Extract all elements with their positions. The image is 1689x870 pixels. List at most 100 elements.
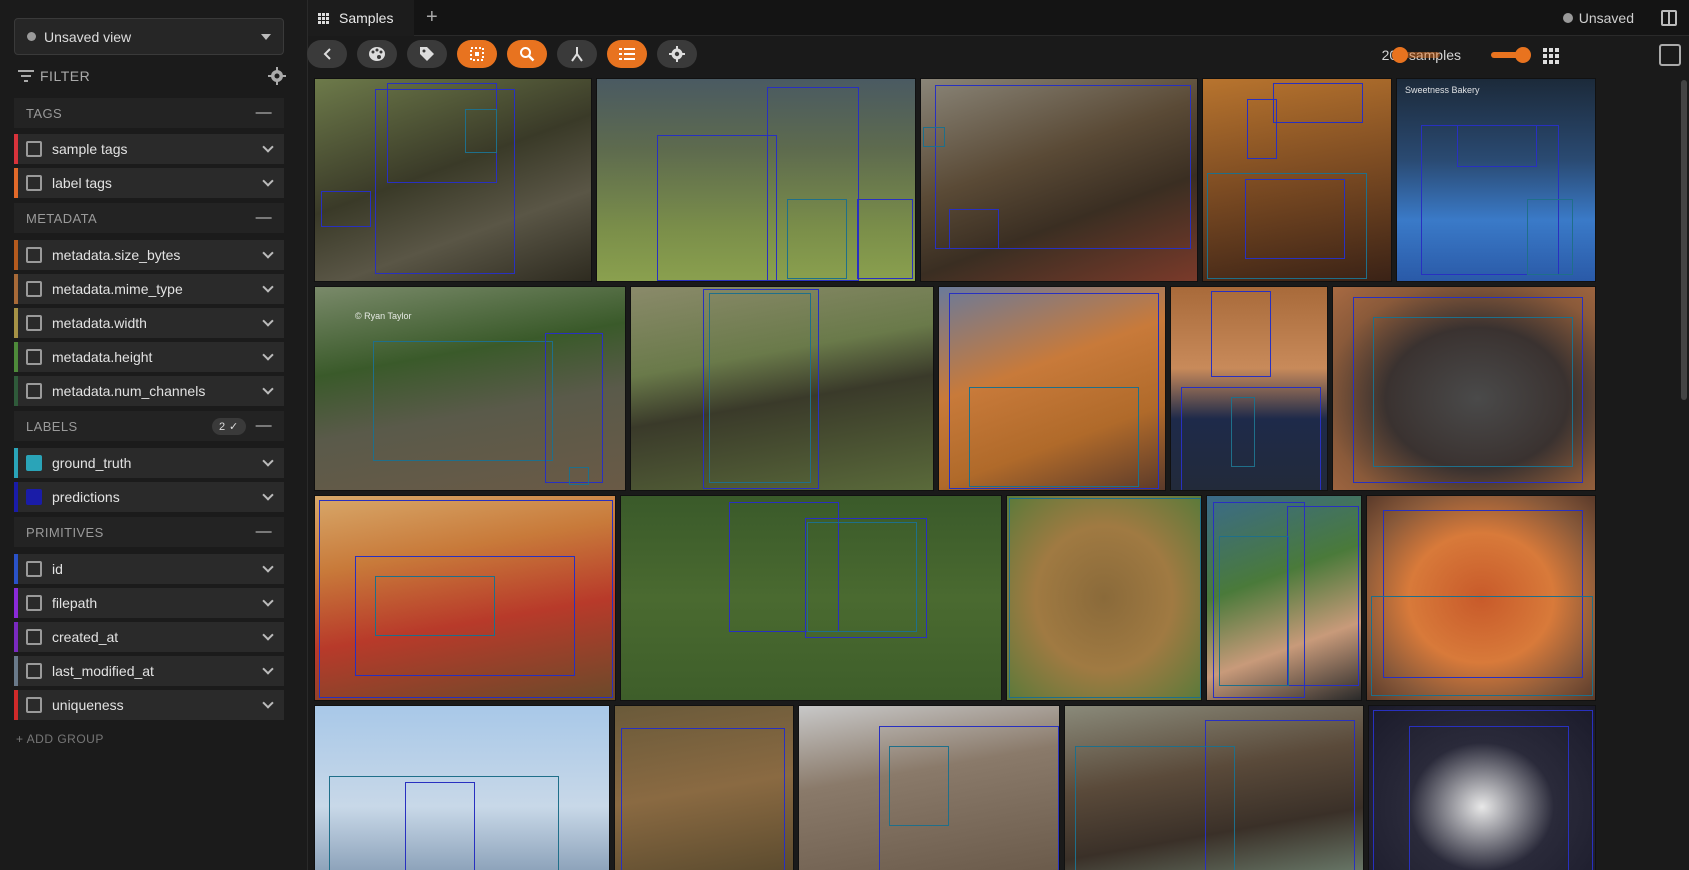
- field-id[interactable]: id: [14, 554, 284, 584]
- checkbox-checked[interactable]: [26, 489, 42, 505]
- field-created-at[interactable]: created_at: [14, 622, 284, 652]
- sample-tile-cat-bowl[interactable]: [938, 286, 1166, 491]
- list-view-button[interactable]: [607, 40, 647, 68]
- chevron-down-icon[interactable]: [262, 595, 274, 607]
- sample-tile-bird[interactable]: [314, 78, 592, 282]
- grid-zoom-icon[interactable]: [1543, 48, 1559, 64]
- sample-tile-train[interactable]: © Ryan Taylor: [314, 286, 626, 491]
- sample-tile-bear[interactable]: [1006, 495, 1202, 701]
- chevron-down-icon[interactable]: [262, 281, 274, 293]
- sample-tile-dogs[interactable]: [620, 495, 1002, 701]
- detection-box: [1383, 510, 1583, 678]
- zoom-slider-track[interactable]: [1394, 52, 1440, 58]
- panel-toggle-icon[interactable]: [1659, 44, 1681, 66]
- chevron-down-icon[interactable]: [262, 315, 274, 327]
- sample-tile-pizza-plate[interactable]: [314, 495, 616, 701]
- sample-tile-airplane[interactable]: [314, 705, 610, 870]
- add-group-link[interactable]: + ADD GROUP: [16, 732, 104, 746]
- field-sample-tags[interactable]: sample tags: [14, 134, 284, 164]
- field-label: filepath: [52, 595, 98, 611]
- chevron-down-icon[interactable]: [262, 561, 274, 573]
- group-labels[interactable]: LABELS 2 ✓ —: [14, 411, 284, 441]
- sample-tile-cat-2[interactable]: [798, 705, 1060, 870]
- checkbox[interactable]: [26, 629, 42, 645]
- checkbox[interactable]: [26, 315, 42, 331]
- checkbox[interactable]: [26, 663, 42, 679]
- field-metadata-mime-type[interactable]: metadata.mime_type: [14, 274, 284, 304]
- tab-samples[interactable]: Samples: [308, 0, 414, 36]
- sample-tile-man[interactable]: [1170, 286, 1328, 491]
- chevron-down-icon[interactable]: [262, 663, 274, 675]
- group-metadata[interactable]: METADATA —: [14, 203, 284, 233]
- checkbox-checked[interactable]: [26, 455, 42, 471]
- field-last-modified-at[interactable]: last_modified_at: [14, 656, 284, 686]
- chevron-down-icon[interactable]: [262, 489, 274, 501]
- tag-button[interactable]: [407, 40, 447, 68]
- group-primitives[interactable]: PRIMITIVES —: [14, 517, 284, 547]
- label-toggle-track[interactable]: [1491, 52, 1529, 58]
- field-metadata-width[interactable]: metadata.width: [14, 308, 284, 338]
- filter-settings-gear-icon[interactable]: [268, 67, 286, 85]
- sample-tile-cow[interactable]: [630, 286, 934, 491]
- chevron-down-icon[interactable]: [262, 697, 274, 709]
- checkbox[interactable]: [26, 175, 42, 191]
- add-tab-button[interactable]: +: [426, 6, 438, 28]
- checkbox[interactable]: [26, 349, 42, 365]
- color-scheme-button[interactable]: [357, 40, 397, 68]
- checkbox[interactable]: [26, 561, 42, 577]
- sample-tile-dinner-table[interactable]: [1202, 78, 1392, 282]
- field-label: metadata.width: [52, 315, 147, 331]
- checkbox[interactable]: [26, 247, 42, 263]
- chevron-down-icon[interactable]: [262, 175, 274, 187]
- field-metadata-size-bytes[interactable]: metadata.size_bytes: [14, 240, 284, 270]
- grid-scrollbar[interactable]: [1681, 80, 1687, 400]
- field-predictions[interactable]: predictions: [14, 482, 284, 512]
- back-button[interactable]: [307, 40, 347, 68]
- zoom-slider-knob[interactable]: [1392, 47, 1408, 63]
- merge-button[interactable]: [557, 40, 597, 68]
- collapse-icon[interactable]: —: [255, 417, 272, 434]
- field-label-tags[interactable]: label tags: [14, 168, 284, 198]
- chevron-down-icon[interactable]: [262, 141, 274, 153]
- similarity-search-button[interactable]: [507, 40, 547, 68]
- checkbox[interactable]: [26, 697, 42, 713]
- split-layout-icon[interactable]: [1661, 10, 1677, 26]
- field-metadata-num-channels[interactable]: metadata.num_channels: [14, 376, 284, 406]
- sample-tile-bear-water[interactable]: [1064, 705, 1364, 870]
- group-tags[interactable]: TAGS —: [14, 98, 284, 128]
- checkbox[interactable]: [26, 141, 42, 157]
- chevron-down-icon[interactable]: [262, 383, 274, 395]
- chevron-down-icon[interactable]: [262, 247, 274, 259]
- field-ground-truth[interactable]: ground_truth: [14, 448, 284, 478]
- view-selector[interactable]: Unsaved view: [14, 18, 284, 55]
- patches-button[interactable]: [457, 40, 497, 68]
- sample-tile-cake[interactable]: Sweetness Bakery: [1396, 78, 1596, 282]
- detection-box: [1287, 506, 1359, 686]
- detection-box: [375, 576, 495, 636]
- collapse-icon[interactable]: —: [255, 209, 272, 226]
- field-uniqueness[interactable]: uniqueness: [14, 690, 284, 720]
- checkbox[interactable]: [26, 595, 42, 611]
- chevron-down-icon[interactable]: [262, 455, 274, 467]
- field-label: metadata.num_channels: [52, 383, 206, 399]
- collapse-icon[interactable]: —: [255, 523, 272, 540]
- sample-tile-horse-rider[interactable]: [596, 78, 916, 282]
- sample-tile-dog[interactable]: [1368, 705, 1596, 870]
- sample-tile-cat-sleeping[interactable]: [1332, 286, 1596, 491]
- label-toggle-knob[interactable]: [1515, 47, 1531, 63]
- sample-tile-teddy-bear[interactable]: [1206, 495, 1362, 701]
- sample-tile-cat[interactable]: [920, 78, 1198, 282]
- settings-button[interactable]: [657, 40, 697, 68]
- detection-box: [805, 518, 927, 638]
- sample-tile-bear-2[interactable]: [614, 705, 794, 870]
- checkbox[interactable]: [26, 383, 42, 399]
- field-metadata-height[interactable]: metadata.height: [14, 342, 284, 372]
- sample-tile-pizza[interactable]: [1366, 495, 1596, 701]
- gear-icon: [669, 46, 685, 62]
- checkbox[interactable]: [26, 281, 42, 297]
- chevron-down-icon[interactable]: [262, 349, 274, 361]
- chevron-down-icon[interactable]: [262, 629, 274, 641]
- collapse-icon[interactable]: —: [255, 104, 272, 121]
- field-filepath[interactable]: filepath: [14, 588, 284, 618]
- caret-down-icon: [261, 33, 271, 40]
